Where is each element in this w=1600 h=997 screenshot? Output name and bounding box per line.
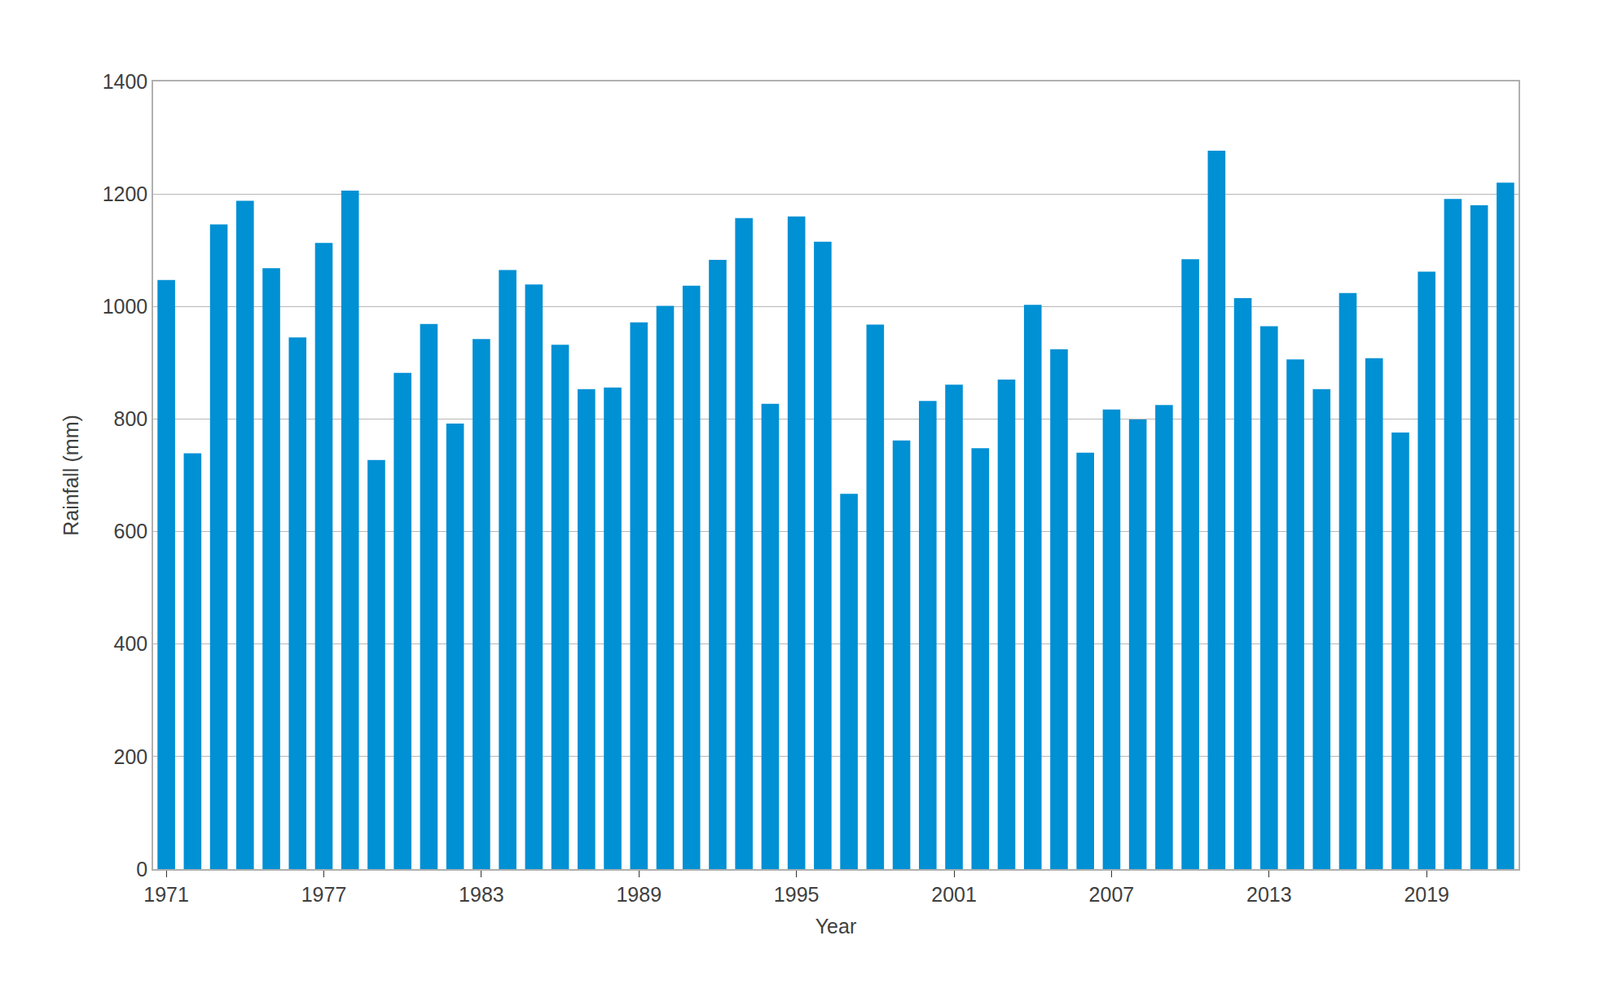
svg-text:2013: 2013	[1246, 883, 1293, 906]
svg-text:Year: Year	[815, 914, 858, 938]
svg-text:2007: 2007	[1089, 883, 1135, 906]
svg-text:1000: 1000	[102, 294, 149, 318]
svg-text:200: 200	[114, 745, 149, 769]
svg-text:1200: 1200	[102, 182, 149, 206]
svg-text:800: 800	[114, 407, 149, 431]
svg-text:1977: 1977	[301, 883, 348, 906]
svg-text:600: 600	[114, 519, 149, 543]
svg-text:1995: 1995	[773, 883, 820, 906]
svg-text:1971: 1971	[143, 883, 190, 906]
svg-text:1983: 1983	[458, 883, 505, 906]
svg-text:1989: 1989	[615, 883, 662, 906]
svg-text:400: 400	[114, 632, 149, 655]
svg-text:Rainfall (mm): Rainfall (mm)	[59, 414, 83, 537]
svg-text:1400: 1400	[102, 70, 149, 93]
svg-text:2001: 2001	[931, 883, 977, 906]
svg-text:0: 0	[136, 857, 148, 881]
svg-text:2019: 2019	[1403, 883, 1450, 906]
